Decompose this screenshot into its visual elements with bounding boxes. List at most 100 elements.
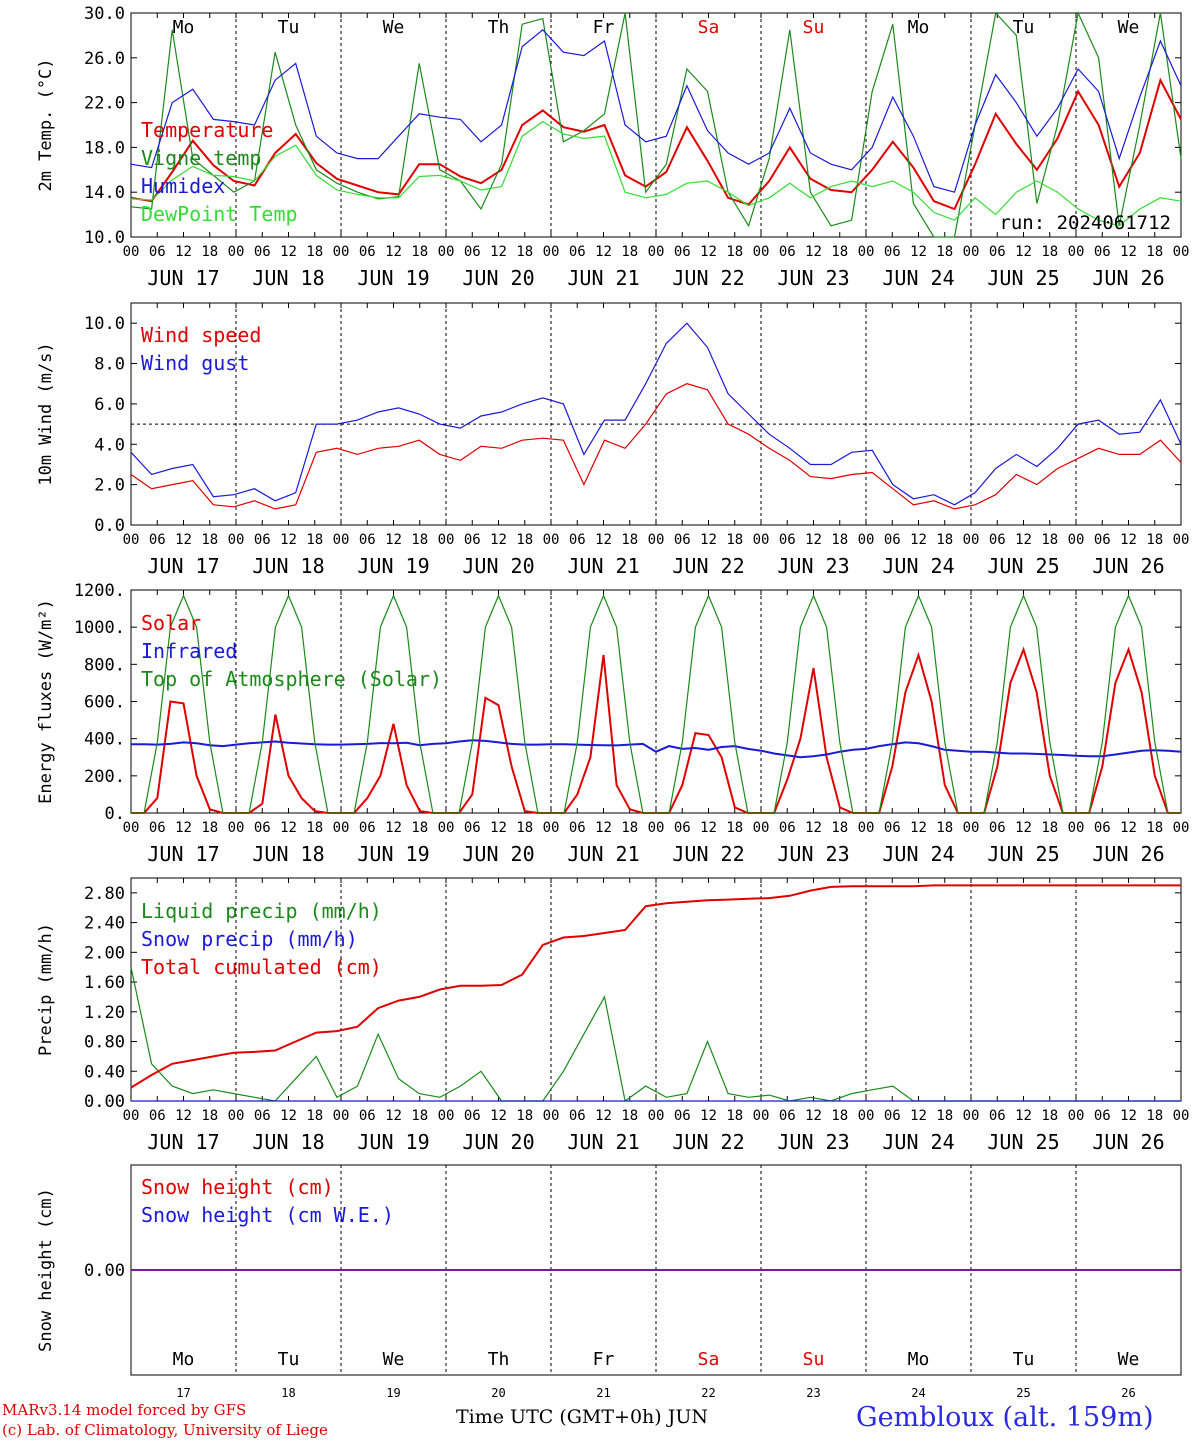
hour-tick-label: 06 <box>779 820 796 836</box>
day-label: JUN 24 <box>882 1130 954 1154</box>
hour-tick-label: 06 <box>1094 532 1111 548</box>
hour-tick-label: 06 <box>989 532 1006 548</box>
hour-tick-label: 00 <box>333 1108 350 1124</box>
hour-tick-label: 06 <box>674 820 691 836</box>
y-axis-label: Precip (mm/h) <box>36 923 56 1056</box>
hour-tick-label: 06 <box>359 244 376 260</box>
day-label: JUN 19 <box>357 1130 429 1154</box>
weekday-label: Su <box>803 1349 825 1370</box>
hour-tick-label: 18 <box>726 532 743 548</box>
lab-credit: (c) Lab. of Climatology, University of L… <box>2 1421 328 1439</box>
day-label: JUN 23 <box>777 266 849 290</box>
y-axis-label: 10m Wind (m/s) <box>36 342 56 485</box>
hour-tick-label: 00 <box>1068 820 1085 836</box>
weekday-label: Mo <box>908 1349 930 1370</box>
hour-tick-label: 18 <box>306 532 323 548</box>
panel-2: 0.0 2.0 4.0 6.0 8.0 10.0 10m Wind (m/s) Wind sp… <box>36 302 1189 578</box>
series-line-top-of-atmosphere-solar- <box>131 594 1181 814</box>
hour-tick-label: 12 <box>805 820 822 836</box>
hour-tick-label: 06 <box>779 1108 796 1124</box>
y-tick-label: 0.0 <box>94 516 125 536</box>
hour-tick-label: 06 <box>569 1108 586 1124</box>
hour-tick-label: 06 <box>674 244 691 260</box>
hour-tick-label: 00 <box>438 532 455 548</box>
panel-1: 10.0 14.0 18.0 22.0 26.0 30.0 2m Temp. (°C) Tem… <box>36 4 1189 290</box>
hour-tick-label: 00 <box>1173 244 1190 260</box>
day-label: JUN 25 <box>987 842 1059 866</box>
y-tick-label: 14.0 <box>84 183 125 203</box>
hour-tick-label: 00 <box>648 820 665 836</box>
plot-frame <box>130 589 1182 814</box>
hour-tick-label: 12 <box>280 1108 297 1124</box>
y-tick-label: 1200. <box>74 581 125 601</box>
day-label: JUN 24 <box>882 842 954 866</box>
panel-4: 0.00 0.40 0.80 1.20 1.60 2.00 2.40 2.80 Precip (… <box>36 877 1190 1154</box>
hour-tick-label: 12 <box>280 532 297 548</box>
hour-tick-label: 00 <box>123 532 140 548</box>
legend-entry: Top of Atmosphere (Solar) <box>141 667 442 691</box>
hour-tick-label: 18 <box>201 1108 218 1124</box>
y-tick-label: 1.60 <box>84 973 125 993</box>
hour-tick-label: 12 <box>595 820 612 836</box>
hour-tick-label: 18 <box>621 532 638 548</box>
hour-tick-label: 00 <box>228 244 245 260</box>
hour-tick-label: 06 <box>359 820 376 836</box>
hour-tick-label: 06 <box>884 532 901 548</box>
hour-tick-label: 18 <box>621 820 638 836</box>
hour-tick-label: 18 <box>516 244 533 260</box>
day-label: JUN 22 <box>672 554 744 578</box>
hour-tick-label: 00 <box>1173 820 1190 836</box>
hour-tick-label: 18 <box>936 820 953 836</box>
y-tick-label: 2.00 <box>84 943 125 963</box>
hour-tick-label: 06 <box>464 1108 481 1124</box>
legend-entry: Total cumulated (cm) <box>141 955 382 979</box>
series-line-dewpoint-temp <box>130 120 1182 227</box>
day-label: JUN 20 <box>462 842 534 866</box>
day-label: JUN 23 <box>777 1130 849 1154</box>
series-line-wind-gust <box>130 322 1182 506</box>
hour-tick-label: 18 <box>1041 532 1058 548</box>
legend-entry: Vigne temp <box>141 146 261 170</box>
hour-tick-label: 18 <box>1146 820 1163 836</box>
hour-tick-label: 00 <box>333 820 350 836</box>
hour-tick-label: 06 <box>884 244 901 260</box>
hour-tick-label: 18 <box>411 820 428 836</box>
hour-tick-label: 00 <box>1173 1108 1190 1124</box>
hour-tick-label: 00 <box>228 1108 245 1124</box>
hour-tick-label: 12 <box>910 244 927 260</box>
hour-tick-label: 00 <box>438 244 455 260</box>
y-tick-label: 10.0 <box>84 228 125 248</box>
weekday-label: Sa <box>698 1349 720 1370</box>
hour-tick-label: 06 <box>149 1108 166 1124</box>
hour-tick-label: 00 <box>228 820 245 836</box>
hour-tick-label: 18 <box>1041 820 1058 836</box>
y-tick-label: 0.00 <box>84 1261 125 1281</box>
y-tick-label: 0.40 <box>84 1062 125 1082</box>
hour-tick-label: 00 <box>543 820 560 836</box>
hour-tick-label: 00 <box>648 532 665 548</box>
hour-tick-label: 18 <box>306 820 323 836</box>
y-tick-label: 18.0 <box>84 138 125 158</box>
hour-tick-label: 00 <box>543 1108 560 1124</box>
y-tick-label: 26.0 <box>84 49 125 69</box>
y-tick-label: 30.0 <box>84 4 125 24</box>
series-line-wind-speed <box>130 383 1182 510</box>
hour-tick-label: 12 <box>910 532 927 548</box>
hour-tick-label: 12 <box>805 244 822 260</box>
hour-tick-label: 06 <box>464 244 481 260</box>
legend-entry: Infrared <box>141 639 237 663</box>
y-axis-label: Snow height (cm) <box>36 1188 56 1352</box>
hour-tick-label: 18 <box>411 532 428 548</box>
hour-tick-label: 06 <box>254 820 271 836</box>
y-tick-label: 200. <box>84 767 125 787</box>
hour-tick-label: 12 <box>1015 820 1032 836</box>
hour-tick-label: 18 <box>516 1108 533 1124</box>
day-label: JUN 26 <box>1092 266 1164 290</box>
hour-tick-label: 12 <box>1015 1108 1032 1124</box>
hour-tick-label: 12 <box>175 532 192 548</box>
hour-tick-label: 06 <box>569 532 586 548</box>
day-label: JUN 17 <box>147 1130 219 1154</box>
day-label: JUN 17 <box>147 266 219 290</box>
day-label: JUN 26 <box>1092 1130 1164 1154</box>
